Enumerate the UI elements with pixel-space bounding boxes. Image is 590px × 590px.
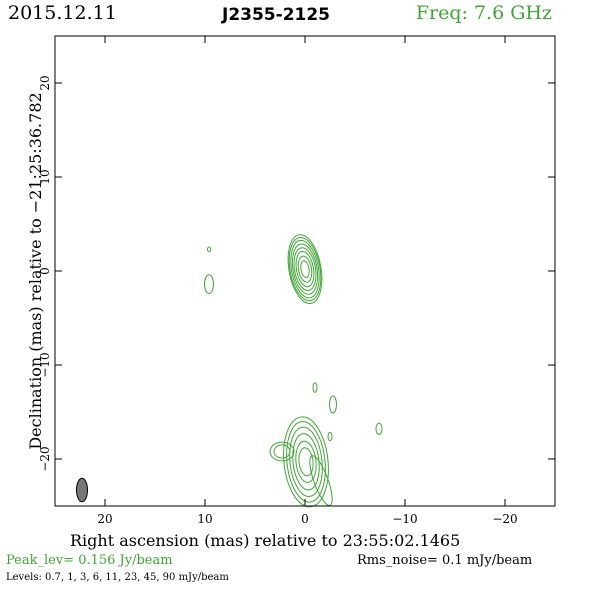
core-contour-8: [300, 260, 310, 278]
frequency-label: Freq: 7.6 GHz: [415, 2, 552, 24]
x-tick-label: −10: [392, 512, 417, 526]
core-contour-2: [288, 237, 322, 302]
contour-levels: Levels: 0.7, 1, 3, 6, 11, 23, 45, 90 mJy…: [6, 572, 229, 583]
tick-layer: 20 10 0 −10 −20 −20 −10 0 10 20: [38, 36, 555, 526]
y-axis-label: Declination (mas) relative to −21:25:36.…: [26, 92, 45, 449]
blob-6-contour-1: [375, 422, 383, 436]
south-west-lobe-contour-2: [273, 444, 291, 459]
y-tick-label: 0: [38, 267, 52, 275]
core-contour-3: [290, 239, 320, 299]
core-contour-6: [295, 250, 315, 288]
source-name: J2355-2125: [222, 5, 331, 25]
blob-1-contour-1: [204, 274, 214, 295]
south-jet-contour-3: [289, 426, 323, 497]
beam-ellipse: [76, 477, 88, 503]
south-jet-contour-1: [283, 416, 329, 508]
south-jet-contour-2: [286, 421, 326, 503]
x-tick-label: 20: [97, 512, 112, 526]
x-tick-label: −20: [492, 512, 517, 526]
y-tick-label: 10: [38, 169, 52, 184]
x-axis-label: Right ascension (mas) relative to 23:55:…: [70, 531, 461, 550]
core-contour-4: [291, 243, 319, 295]
blob-2-contour-1: [207, 246, 211, 253]
blob-3-contour-1: [312, 382, 318, 393]
plot-frame: [54, 35, 556, 507]
core-contour-5: [293, 247, 317, 291]
blob-5-contour-1: [327, 431, 333, 442]
south-jet-contour-6: [298, 447, 314, 477]
y-tick-label: −10: [38, 352, 52, 377]
y-tick-label: −20: [38, 446, 52, 471]
peak-level: Peak_lev= 0.156 Jy/beam: [6, 553, 173, 568]
x-tick-label: 0: [301, 512, 309, 526]
rms-noise: Rms_noise= 0.1 mJy/beam: [357, 553, 533, 568]
x-tick-label: 10: [197, 512, 212, 526]
observation-date: 2015.12.11: [8, 2, 117, 24]
y-tick-label: 20: [38, 75, 52, 90]
contour-layer: [204, 234, 383, 508]
south-west-lobe-contour-1: [269, 441, 295, 462]
core-contour-7: [297, 255, 313, 283]
beam-layer: [76, 477, 88, 503]
blob-4-contour-1: [329, 395, 337, 414]
south-jet-ext-contour-1: [309, 455, 333, 506]
south-jet-contour-5: [295, 440, 317, 483]
core-contour-1: [287, 234, 323, 304]
